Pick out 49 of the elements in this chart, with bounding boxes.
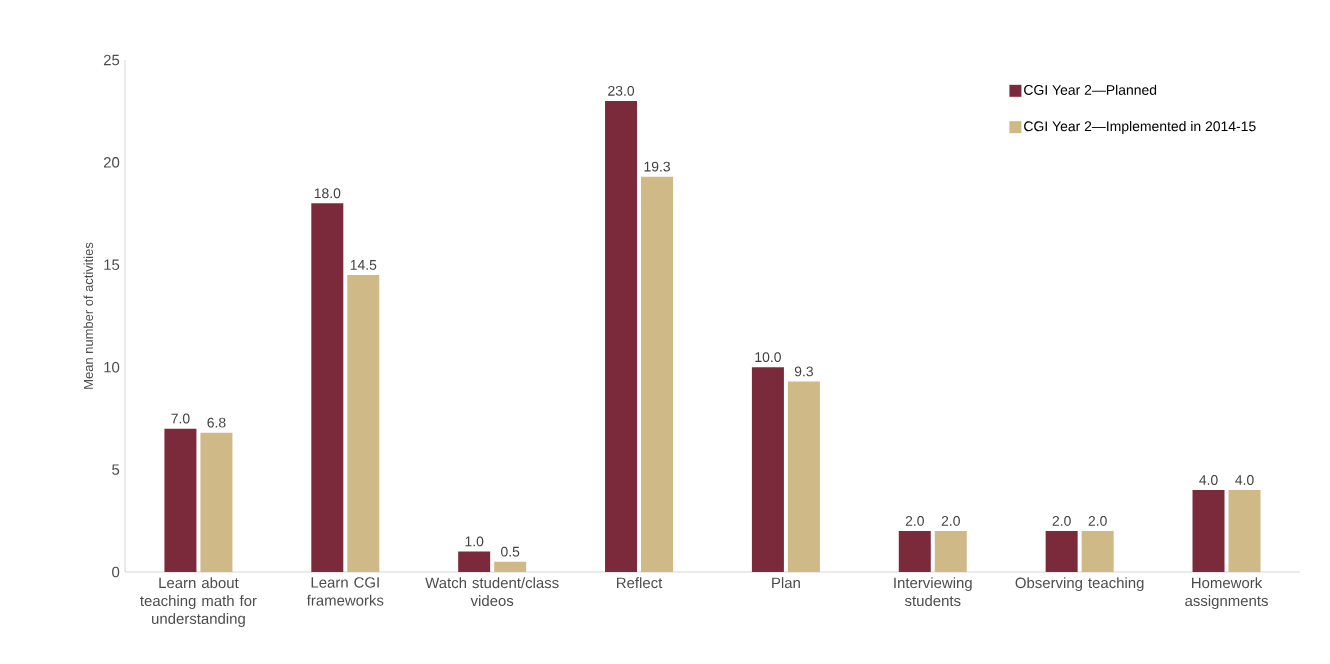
data-label: 18.0 [314, 188, 341, 199]
x-tick-label: Reflect [617, 577, 663, 589]
data-label: 10.0 [755, 352, 781, 363]
y-tick-label: 25 [103, 54, 120, 66]
y-axis-title: Mean number of activities [83, 242, 94, 389]
bar [1192, 490, 1225, 572]
data-label: 2.0 [941, 515, 960, 526]
bar [641, 176, 674, 572]
data-label: 2.0 [905, 515, 924, 526]
x-tick-label: Homework assignments [1185, 577, 1268, 610]
bar [898, 531, 931, 572]
data-label: 1.0 [465, 536, 484, 547]
data-label: 19.3 [644, 161, 670, 172]
bar [1081, 531, 1114, 572]
legend-label: CGI Year 2—Implemented in 2014-15 [1024, 120, 1256, 134]
bar [1228, 490, 1261, 572]
x-tick-label: Observing teaching [1015, 577, 1144, 592]
y-tick-label: 10 [104, 361, 120, 373]
data-label: 14.5 [350, 260, 377, 270]
x-tick-label: Plan [772, 577, 800, 589]
data-label: 4.0 [1235, 475, 1254, 485]
bar [787, 381, 820, 572]
y-tick-label: 5 [112, 464, 120, 475]
bar [934, 531, 967, 572]
y-tick-label: 20 [103, 157, 120, 168]
x-tick-label: Watch student/class videos [425, 577, 559, 607]
data-label: 2.0 [1052, 515, 1071, 526]
x-tick-label: Interviewing students [894, 577, 972, 607]
bar [494, 561, 527, 572]
legend-label: CGI Year 2—Planned [1024, 84, 1157, 95]
bar [200, 432, 233, 572]
bar [164, 428, 197, 572]
bar [605, 100, 638, 572]
data-label: 4.0 [1199, 475, 1218, 485]
data-label: 2.0 [1088, 515, 1107, 526]
bar [347, 275, 380, 572]
bar [751, 367, 784, 572]
bar [311, 203, 344, 572]
data-label: 6.8 [207, 417, 226, 428]
data-label: 9.3 [794, 366, 813, 377]
y-tick-label: 0 [112, 566, 120, 578]
x-tick-label: Learn about teaching math for understanding [140, 577, 257, 627]
x-tick-label: Learn CGI frameworks [306, 577, 384, 606]
data-label: 7.0 [171, 413, 190, 424]
bar [458, 551, 491, 572]
y-tick-label: 15 [104, 259, 120, 270]
data-label: 0.5 [501, 546, 520, 557]
bar [1045, 531, 1078, 572]
data-label: 23.0 [608, 85, 635, 96]
